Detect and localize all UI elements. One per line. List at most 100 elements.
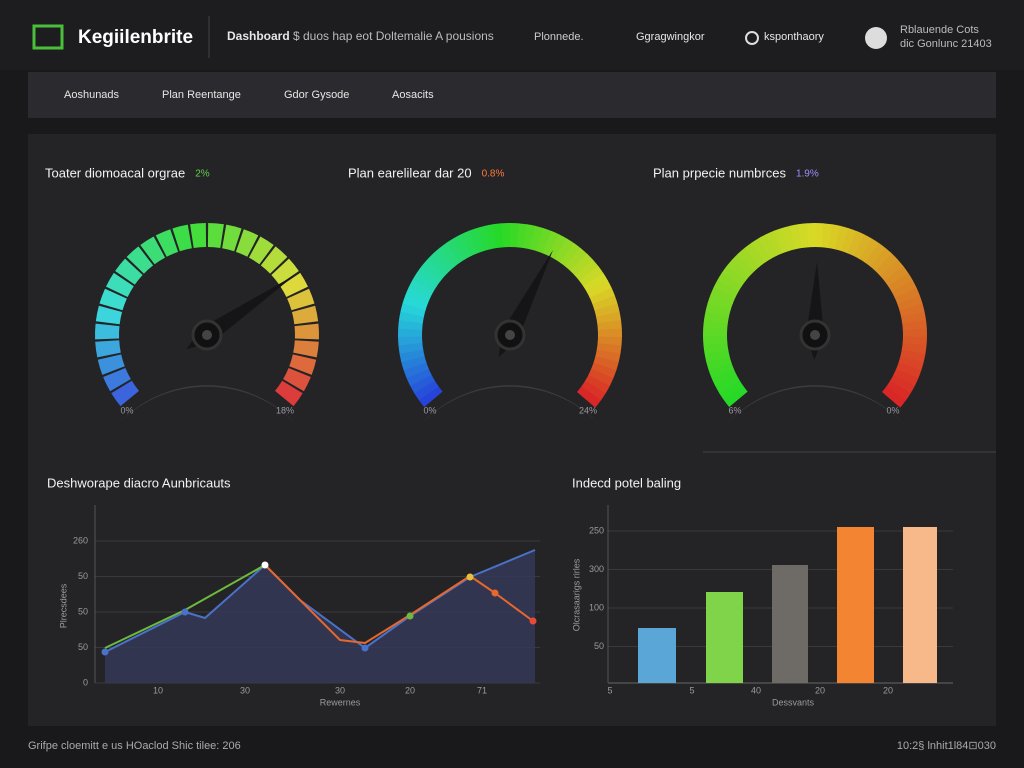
gauge-segment: [405, 286, 431, 304]
gauge-segment: [710, 286, 736, 304]
gauge-segment: [453, 233, 472, 260]
avatar[interactable]: [865, 27, 887, 49]
gauge-segment: [99, 288, 127, 311]
gauge-segment: [433, 247, 456, 271]
gauge-segment: [738, 247, 761, 271]
gauge-segment: [565, 247, 588, 272]
gauge-segment: [732, 252, 756, 276]
nav-item[interactable]: $ duos hap eot Doltemalie A pousions: [293, 29, 494, 43]
gauge-segment: [95, 340, 121, 358]
toolbar-item[interactable]: Gdor Gysode: [284, 89, 349, 101]
gauge-segment: [403, 362, 429, 379]
gauge-segment: [900, 349, 926, 363]
settings-icon[interactable]: [745, 31, 759, 45]
gauge-change: 2%: [195, 169, 210, 180]
y-tick-label: 300: [589, 564, 604, 574]
gauge-max: 18%: [276, 405, 294, 415]
gauge-segment: [590, 362, 617, 379]
gauge-segment: [402, 294, 428, 311]
gauge-segment: [523, 224, 536, 250]
point: [181, 608, 189, 616]
toolbar-item[interactable]: Aoshunads: [64, 89, 120, 101]
gauge-segment: [400, 302, 426, 317]
gauge-segment: [859, 238, 880, 263]
gauge-segment: [418, 385, 443, 407]
gauge-segment: [798, 223, 809, 249]
gauge-segment: [815, 223, 825, 248]
y-axis-label: Olcrasaarigs rirles: [571, 558, 581, 631]
x-axis-label: Dessvants: [772, 697, 815, 707]
gauge-segment: [283, 368, 311, 392]
gauge-segment: [398, 342, 424, 354]
gauge-segment: [834, 225, 850, 252]
gauge-segment: [594, 303, 620, 318]
gauge-segment: [899, 303, 925, 318]
gauge-segment: [409, 374, 435, 394]
gauge-segment: [291, 305, 319, 325]
bar: [638, 628, 676, 683]
gauge-ring: [726, 385, 904, 424]
gauge-title: Plan prpecie numbrces: [653, 165, 786, 180]
gauge-segment: [155, 229, 179, 257]
toolbar: [28, 72, 996, 118]
toolbar-item[interactable]: Plan Reentange: [162, 89, 241, 101]
nav-dropdown[interactable]: Ggragwingkor: [636, 31, 705, 43]
gauge-segment: [235, 229, 259, 257]
gauge-segment: [705, 302, 731, 317]
gauge-segment: [592, 295, 618, 311]
gauge-segment: [828, 224, 841, 250]
gauge-segment: [111, 380, 139, 407]
gauge-segment: [248, 236, 274, 265]
gauge-segment: [529, 225, 545, 252]
x-tick-label: 5: [689, 685, 694, 695]
gauge-segment: [897, 295, 923, 311]
gauge-segment: [882, 386, 906, 408]
gauge-segment: [207, 223, 224, 249]
gauge-segment: [501, 223, 511, 248]
nav-item[interactable]: Dashboard: [227, 29, 290, 43]
gauge-segment: [115, 258, 143, 285]
gauge-segment: [596, 343, 622, 355]
gauge-segment: [105, 272, 134, 297]
y-tick-label: 100: [589, 602, 604, 612]
gauge-segment: [408, 279, 434, 298]
gauge-segment: [886, 380, 911, 401]
gauge-hub-dot: [505, 330, 515, 340]
gauge-segment: [765, 230, 784, 256]
y-tick-label: 0: [83, 677, 88, 687]
bar: [903, 527, 937, 683]
gauge-segment: [289, 354, 317, 375]
gauge-segment: [865, 242, 887, 267]
point: [361, 644, 369, 652]
x-tick-label: 71: [477, 685, 487, 695]
gauge-segment: [510, 223, 520, 248]
gauge-segment: [901, 311, 927, 324]
gauge-segment: [398, 335, 423, 346]
gauge-segment: [703, 335, 728, 346]
user-name: Rblauende Cots: [900, 24, 979, 36]
header-bar: [0, 0, 1024, 70]
y-tick-label: 250: [589, 525, 604, 535]
gauge-segment: [586, 280, 612, 299]
point: [491, 589, 499, 597]
bar: [772, 565, 808, 683]
gauge-segment: [560, 242, 582, 267]
x-tick-label: 10: [153, 685, 163, 695]
nav-item[interactable]: Plonnede.: [534, 31, 584, 43]
gauge-segment: [476, 225, 491, 251]
gauge-segment: [581, 380, 606, 401]
gauge-segment: [597, 328, 622, 338]
gauge-segment: [714, 374, 740, 394]
gauge-segment: [597, 320, 622, 331]
gauge-segment: [902, 320, 927, 331]
gauge-segment: [703, 342, 729, 354]
gauge-segment: [758, 233, 777, 260]
gauge-segment: [294, 323, 320, 340]
nav-dropdown[interactable]: ksponthaory: [764, 31, 824, 43]
toolbar-item[interactable]: Aosacits: [392, 89, 434, 101]
gauge-segment: [468, 227, 485, 254]
gauge-segment: [172, 224, 192, 252]
gauge-segment: [726, 258, 751, 281]
gauge-segment: [287, 288, 315, 311]
point: [101, 648, 109, 656]
